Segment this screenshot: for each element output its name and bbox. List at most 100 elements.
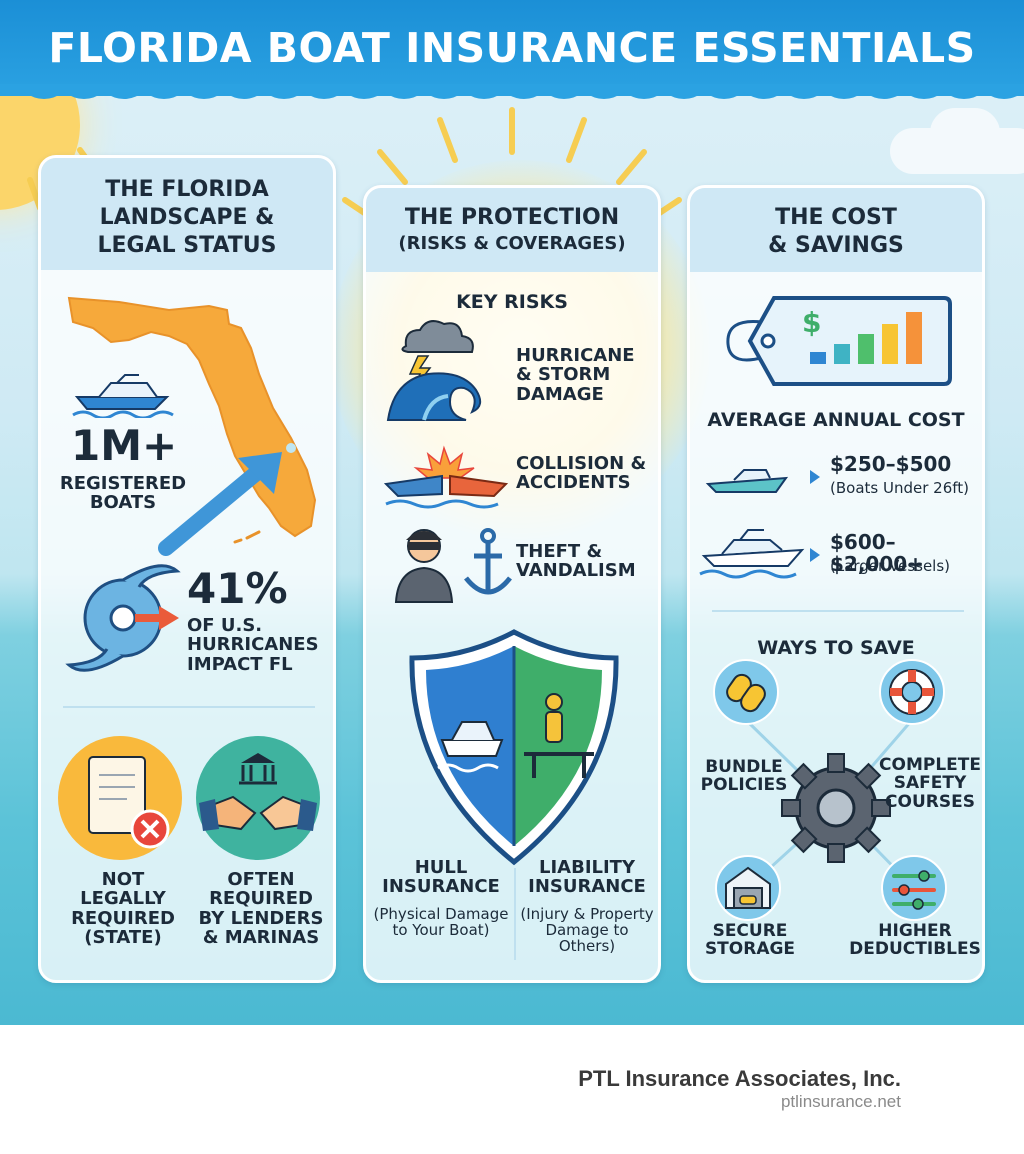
sliders-icon — [892, 870, 936, 910]
often-required-line: BY LENDERS — [198, 907, 324, 929]
cost-heading: THE COST & SAVINGS — [690, 188, 982, 272]
savings-hub-graphic — [713, 659, 947, 921]
divider — [712, 610, 964, 612]
sun-rays-icon — [27, 107, 682, 221]
play-arrow-icon — [810, 548, 820, 562]
not-required-label: NOT LEGALLY REQUIRED (STATE) — [49, 870, 197, 948]
collision-icon — [384, 445, 509, 509]
hull-insurance-title: HULL INSURANCE — [370, 858, 512, 897]
protection-heading: THE PROTECTION (RISKS & COVERAGES) — [366, 188, 658, 272]
often-required-label: OFTEN REQUIRED BY LENDERS & MARINAS — [187, 869, 333, 949]
not-required-line: NOT — [101, 869, 145, 890]
often-required-line: OFTEN — [227, 869, 295, 890]
save-storage-label: SECURE STORAGE — [700, 922, 800, 959]
coverage-shield-icon — [409, 629, 619, 866]
liability-insurance-title: LIABILITY INSURANCE — [516, 858, 658, 897]
hull-title-line: HULL — [414, 857, 468, 878]
often-required-line: & MARINAS — [202, 927, 320, 949]
risk-label-line: HURRICANE — [516, 345, 635, 366]
boats-label-line: BOATS — [89, 492, 157, 514]
save-label-line: COURSES — [885, 791, 975, 812]
risk-label-line: DAMAGE — [516, 383, 604, 405]
risk-label-line: & STORM — [516, 364, 611, 386]
arrow-up-icon — [158, 452, 282, 556]
landscape-panel: THE FLORIDA LANDSCAPE & LEGAL STATUS 1M+… — [38, 155, 336, 983]
save-bundle-label: BUNDLE POLICIES — [694, 758, 794, 795]
hull-insurance-desc: (Physical Damage to Your Boat) — [368, 905, 514, 940]
heading-line: THE COST — [775, 205, 897, 230]
page-title: FLORIDA BOAT INSURANCE ESSENTIALS — [48, 24, 976, 72]
divider — [63, 706, 315, 708]
gear-icon — [781, 753, 891, 863]
hurricane-label-line: HURRICANES — [187, 634, 319, 656]
risk-label-line: COLLISION & — [516, 453, 647, 474]
protection-panel: THE PROTECTION (RISKS & COVERAGES) KEY R… — [363, 185, 661, 983]
hull-desc-line: to Your Boat) — [392, 921, 490, 940]
handshake-bank-icon — [196, 736, 320, 860]
speedboat-icon — [72, 374, 174, 418]
risk-label-line: VANDALISM — [516, 560, 636, 582]
document-rejected-icon — [58, 736, 182, 860]
liability-desc-line: Others) — [558, 937, 616, 956]
infographic-poster: FLORIDA BOAT INSURANCE ESSENTIALS THE FL… — [0, 0, 1024, 1025]
heading-line: THE FLORIDA — [105, 177, 269, 202]
liability-desc-line: (Injury & Property — [520, 905, 654, 923]
risk-label-hurricane: HURRICANE & STORM DAMAGE — [516, 345, 635, 405]
hurricane-label: OF U.S. HURRICANES IMPACT FL — [187, 615, 319, 675]
dollar-sign-icon: $ — [802, 306, 822, 339]
risk-label-line: ACCIDENTS — [516, 472, 631, 494]
save-label-line: SAFETY — [893, 773, 967, 794]
heading-line: & SAVINGS — [768, 233, 904, 258]
risk-label-collision: COLLISION & ACCIDENTS — [516, 454, 646, 493]
tier-price: $600–$2,000+ — [830, 530, 924, 576]
heading-line: LANDSCAPE & — [99, 205, 275, 230]
key-risks-title: KEY RISKS — [456, 291, 568, 313]
tier-desc: (Larger Vessels) — [830, 557, 951, 575]
risk-label-line: THEFT & — [516, 541, 603, 562]
hull-desc-line: (Physical Damage — [373, 905, 509, 923]
hurricane-label-line: OF U.S. — [187, 615, 263, 636]
hull-title-line: INSURANCE — [382, 876, 500, 898]
risk-label-theft: THEFT & VANDALISM — [516, 542, 636, 581]
save-label-line: STORAGE — [704, 939, 796, 960]
not-required-line: LEGALLY — [80, 888, 166, 910]
boats-label: REGISTERED BOATS — [57, 474, 189, 513]
avg-cost-title: AVERAGE ANNUAL COST — [707, 409, 965, 431]
save-safety-label: COMPLETE SAFETY COURSES — [876, 755, 982, 812]
coverage-divider — [514, 868, 516, 960]
liability-title-line: INSURANCE — [528, 876, 646, 898]
tier-desc: (Boats Under 26ft) — [830, 479, 969, 497]
footer-url[interactable]: ptlinsurance.net — [780, 1092, 901, 1111]
small-boat-icon — [705, 469, 789, 493]
landscape-heading: THE FLORIDA LANDSCAPE & LEGAL STATUS — [41, 158, 333, 270]
hurricane-icon — [65, 564, 181, 672]
wave-edge — [0, 84, 1024, 99]
save-label-line: COMPLETE — [879, 755, 981, 775]
boats-label-line: REGISTERED — [59, 473, 187, 494]
title-banner: FLORIDA BOAT INSURANCE ESSENTIALS — [0, 0, 1024, 99]
save-label-line: BUNDLE — [705, 757, 783, 777]
save-label-line: SECURE — [712, 921, 788, 941]
ways-to-save-title: WAYS TO SAVE — [757, 637, 915, 659]
hurricane-stat: 41% — [187, 564, 288, 613]
liability-insurance-desc: (Injury & Property Damage to Others) — [516, 906, 658, 955]
storm-wave-icon — [386, 320, 482, 421]
not-required-line: (STATE) — [84, 927, 162, 949]
hurricane-label-line: IMPACT FL — [187, 653, 293, 675]
thief-anchor-icon — [394, 528, 512, 603]
footer-company: PTL Insurance Associates, Inc. — [578, 1066, 901, 1091]
save-label-line: DEDUCTIBLES — [849, 939, 981, 960]
liability-desc-line: Damage to — [545, 921, 629, 940]
cloud-icon — [930, 108, 1000, 158]
chain-link-icon — [726, 673, 766, 713]
not-required-line: REQUIRED — [71, 907, 175, 929]
cost-panel: THE COST & SAVINGS $ AVERAGE ANNUAL COST… — [687, 185, 985, 983]
yacht-icon — [699, 529, 805, 579]
save-label-line: POLICIES — [700, 775, 788, 796]
heading-line: (RISKS & COVERAGES) — [398, 233, 626, 254]
garage-icon — [725, 866, 771, 909]
save-label-line: HIGHER — [878, 921, 952, 941]
price-tag-chart-icon — [726, 296, 952, 386]
often-required-line: REQUIRED — [209, 888, 313, 910]
heading-line: THE PROTECTION — [404, 205, 620, 230]
